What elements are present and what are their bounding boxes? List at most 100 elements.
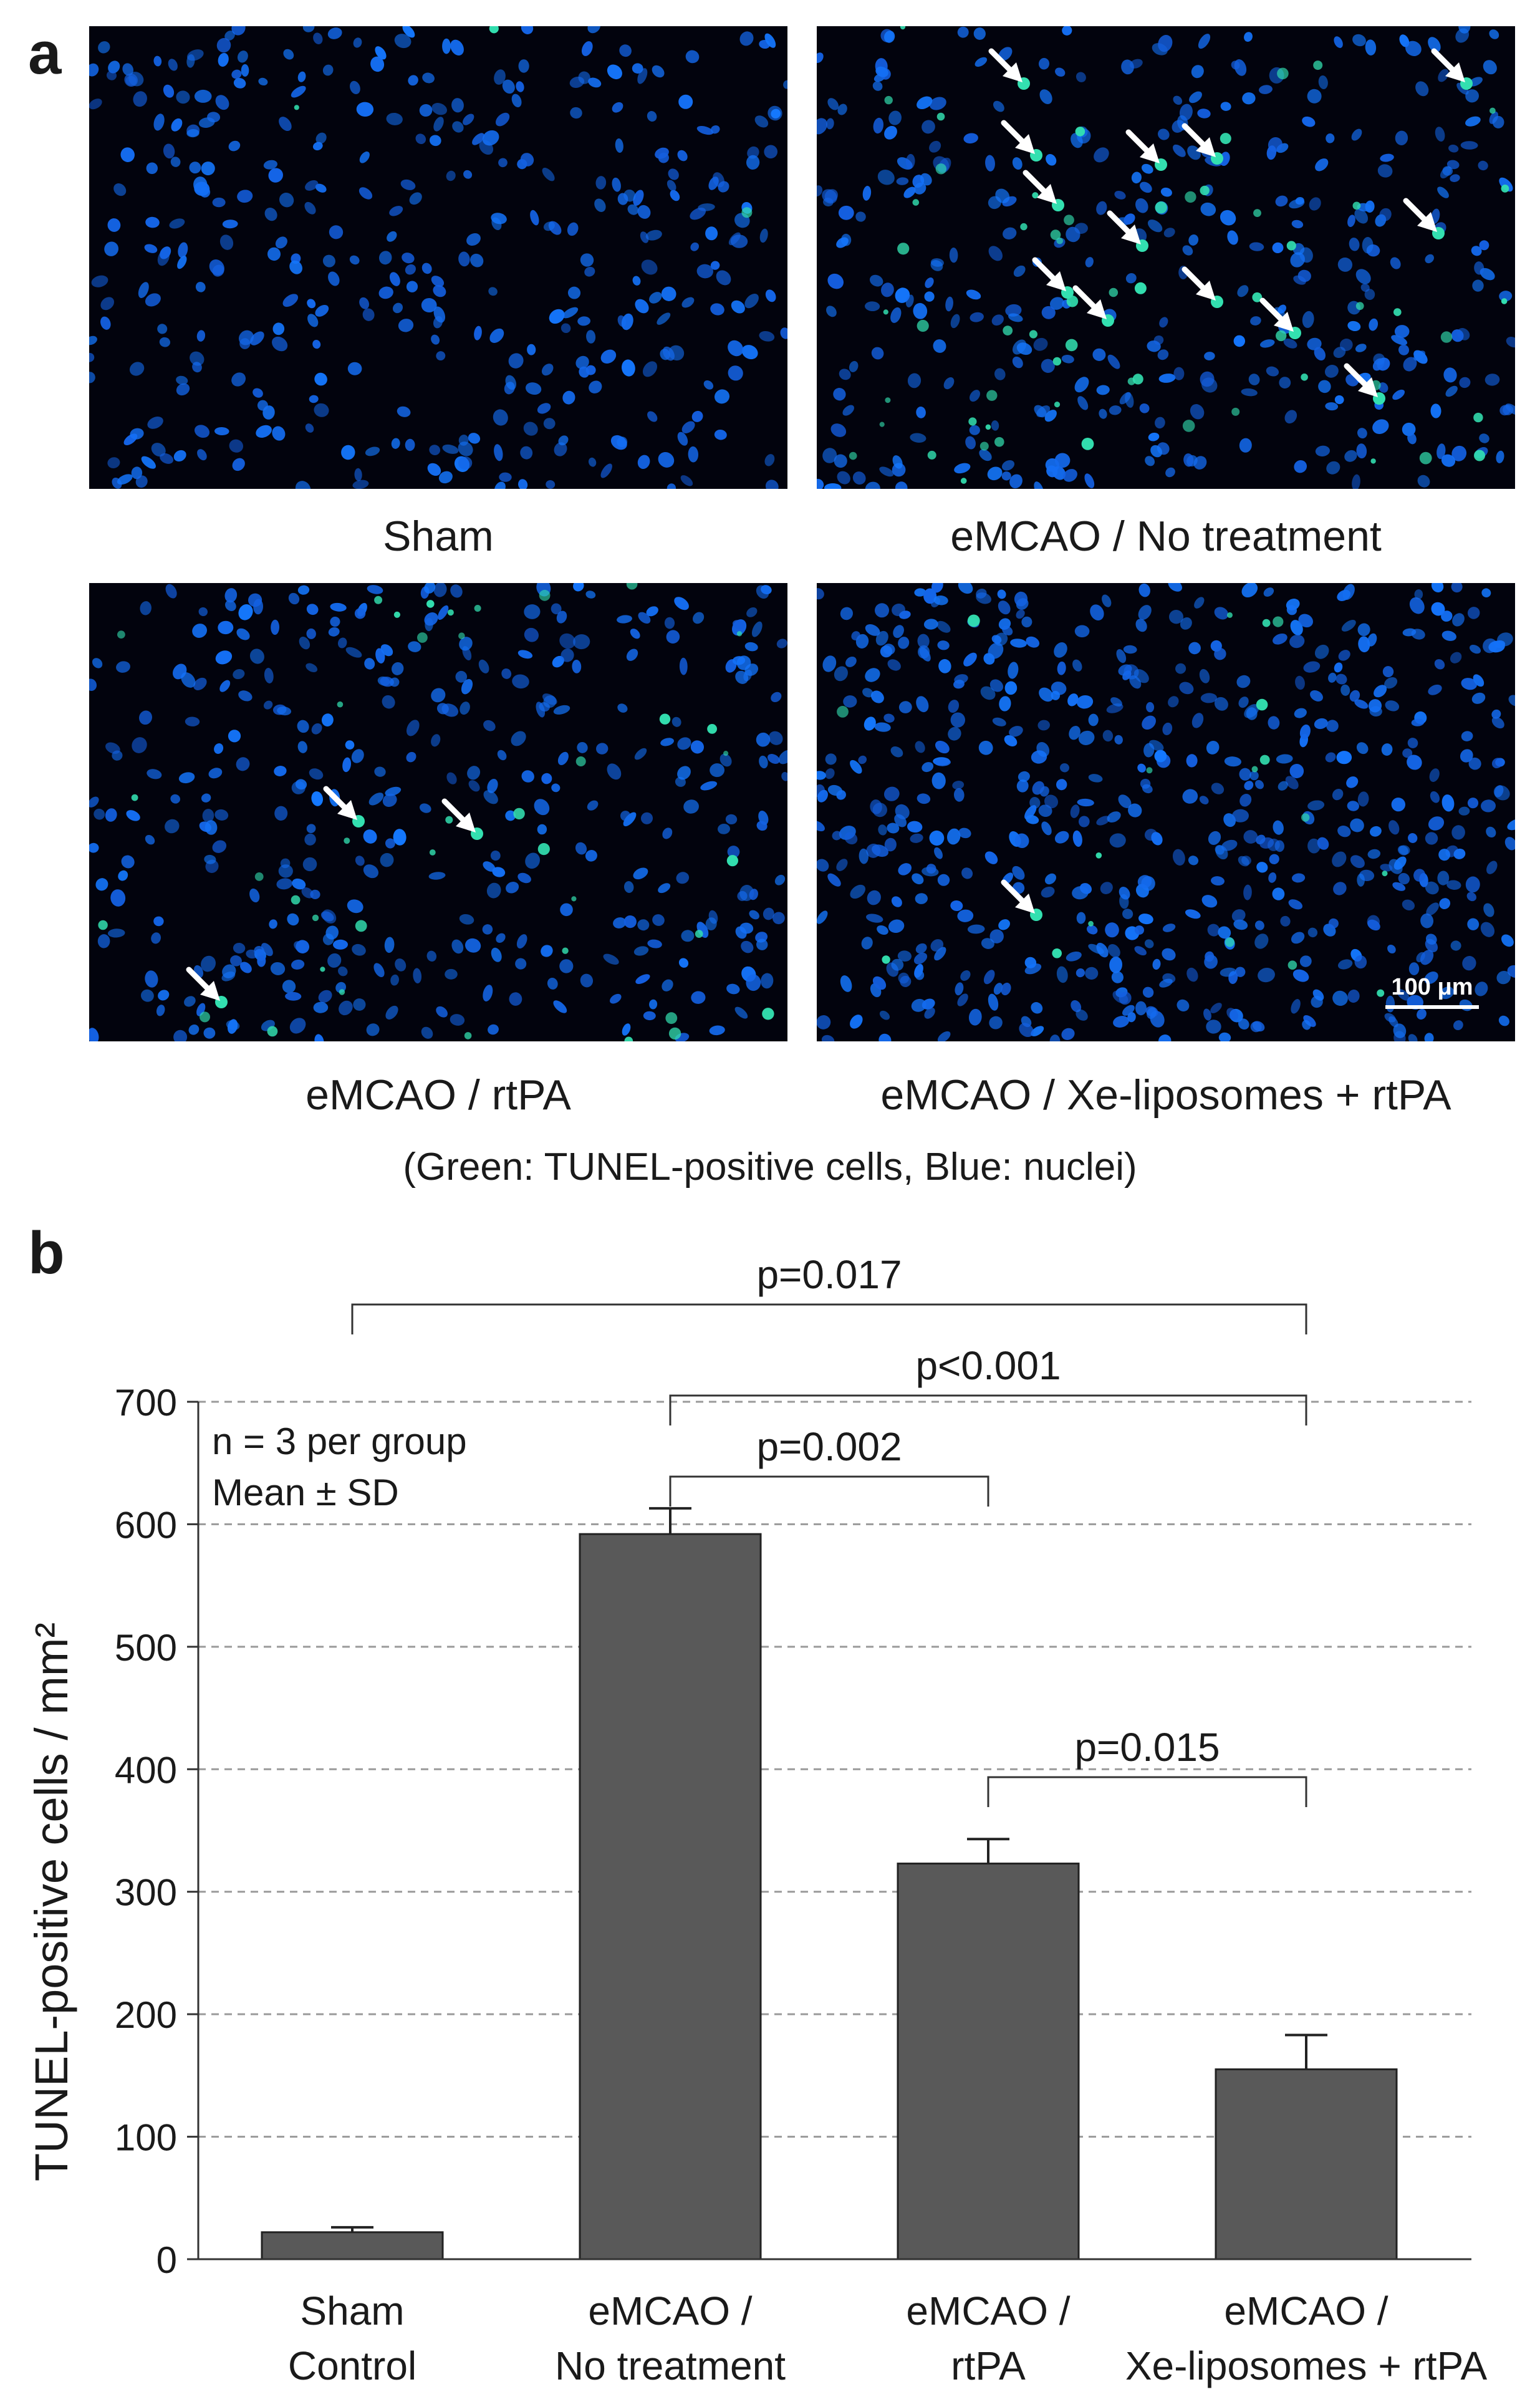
nucleus [176,383,190,396]
nucleus [1505,403,1515,415]
tunel-positive-cell [1155,201,1167,214]
nucleus [865,624,880,636]
nucleus [468,433,481,444]
nucleus [821,1035,835,1041]
nucleus [633,190,644,206]
nucleus [1201,895,1218,908]
nucleus [915,893,928,904]
nucleus [705,917,717,930]
nucleus [1307,800,1325,811]
nucleus [541,773,552,784]
nucleus [827,873,841,887]
x-tick-label: Sham [300,2288,404,2333]
nucleus [888,110,902,125]
nucleus [994,368,1006,380]
nucleus [922,120,935,134]
nucleus [521,26,534,34]
nucleus [914,588,926,597]
nucleus [1148,432,1160,441]
nucleus [552,655,564,668]
nucleus [1314,718,1328,730]
nucleus [589,380,602,393]
nucleus [1139,403,1150,413]
nucleus [359,297,370,309]
nucleus [844,832,858,845]
nucleus [501,668,512,679]
nucleus [883,31,895,43]
nucleus [883,713,895,723]
nucleus [917,634,930,649]
nucleus [1326,461,1340,475]
nucleus [1131,171,1142,184]
tunel-positive-cell [986,390,998,401]
nucleus [214,427,229,436]
nucleus [192,624,207,638]
nucleus [840,975,852,992]
nucleus [991,420,999,431]
nucleus [709,1025,725,1036]
nucleus [1127,1012,1136,1023]
tunel-positive-cell [1220,133,1231,145]
nucleus [315,132,327,144]
nucleus [585,591,596,599]
nucleus [764,145,777,159]
nucleus [1311,996,1323,1008]
nucleus [1479,240,1489,251]
nucleus [1160,187,1172,197]
nucleus [521,770,534,783]
nucleus [688,446,699,463]
nucleus [612,102,623,113]
nucleus [406,720,420,736]
nucleus [1211,876,1225,886]
nucleus [1241,583,1258,598]
nucleus [1021,616,1032,628]
nucleus [1244,704,1259,718]
nucleus [952,781,965,789]
nucleus [395,958,407,972]
tunel-positive-cell [489,26,499,34]
nucleus [446,772,457,784]
bar [1215,2068,1398,2260]
nucleus [108,60,120,74]
nucleus [207,112,221,123]
nucleus [1088,713,1099,726]
nucleus [1425,933,1437,945]
nucleus [1016,609,1025,619]
nucleus [587,26,600,34]
nucleus [272,426,286,441]
nucleus [1039,89,1052,105]
nucleus [561,649,574,662]
nucleus [1152,958,1161,970]
nucleus [1315,158,1329,171]
nucleus [1391,798,1405,812]
nucleus [386,112,403,125]
nucleus [1024,805,1037,820]
y-tick-label: 200 [115,1994,177,2036]
nucleus [1096,201,1107,215]
nucleus [419,104,433,117]
tunel-positive-cell [1273,616,1284,627]
nucleus [641,259,658,275]
nucleus [1481,799,1496,813]
nucleus [1180,617,1192,630]
nucleus [954,463,971,474]
nucleus [1034,405,1047,418]
nucleus [1428,684,1442,695]
nucleus [617,703,628,713]
nucleus [1369,826,1382,837]
nucleus [1013,265,1026,277]
nucleus [922,762,934,773]
nucleus [691,991,706,1004]
nucleus [249,649,264,664]
nucleus [305,423,314,433]
nucleus [881,282,894,297]
nucleus [442,444,459,454]
nucleus [714,389,730,404]
nucleus [1491,716,1504,729]
nucleus [670,190,680,201]
nucleus [389,206,403,216]
nucleus [551,783,561,793]
nucleus [158,990,170,1001]
nucleus [219,234,234,250]
nucleus [658,451,675,468]
